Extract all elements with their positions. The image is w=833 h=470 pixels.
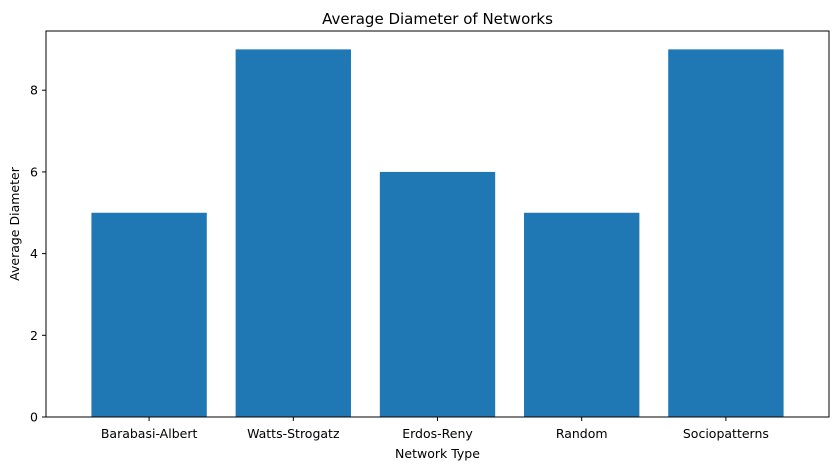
y-tick-label: 0	[30, 410, 38, 425]
x-tick-label: Erdos-Reny	[402, 426, 473, 441]
bar-watts-strogatz	[235, 49, 351, 417]
bars-group	[91, 49, 784, 417]
bar-random	[524, 212, 640, 417]
y-axis-label: Average Diameter	[7, 166, 22, 281]
x-tick-label: Random	[556, 426, 608, 441]
bar-sociopatterns	[668, 49, 784, 417]
x-tick-label: Watts-Strogatz	[247, 426, 340, 441]
x-tick-label: Sociopatterns	[683, 426, 769, 441]
y-tick-label: 4	[30, 246, 38, 261]
y-tick-label: 2	[30, 328, 38, 343]
y-tick-label: 8	[30, 83, 38, 98]
x-tick-label: Barabasi-Albert	[101, 426, 198, 441]
bar-erdos-reny	[379, 171, 496, 417]
chart-title: Average Diameter of Networks	[322, 10, 553, 28]
plot-frame	[45, 30, 830, 418]
bar-barabasi-albert	[91, 212, 207, 417]
x-axis-ticks: Barabasi-Albert Watts-Strogatz Erdos-Reny R…	[101, 417, 769, 441]
y-axis-ticks: 0 2 4 6 8	[30, 83, 46, 425]
x-axis-label: Network Type	[395, 446, 480, 461]
y-tick-label: 6	[30, 164, 38, 179]
